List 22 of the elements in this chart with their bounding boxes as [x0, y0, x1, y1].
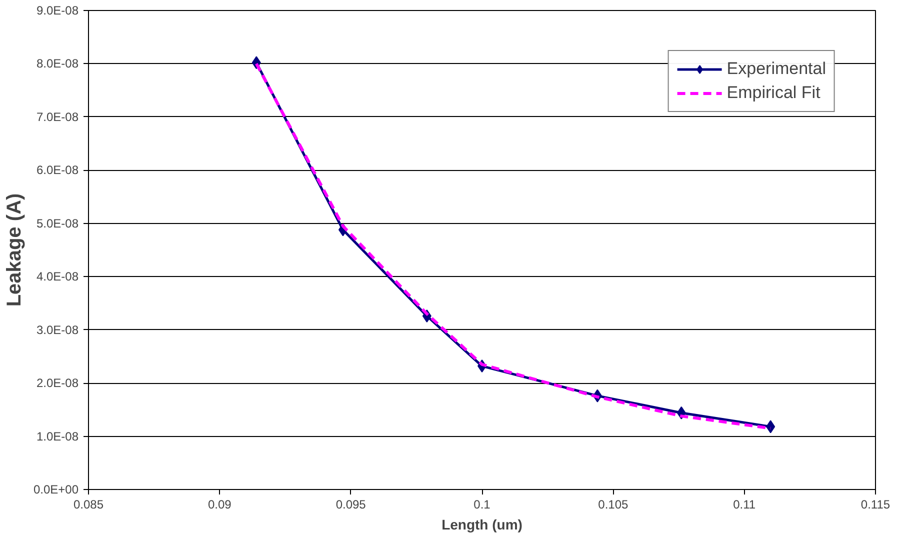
y-tick-label: 0.0E+00 [33, 482, 79, 496]
y-tick-label: 1.0E-08 [36, 429, 79, 444]
legend-label: Empirical Fit [726, 83, 820, 103]
x-tick-label: 0.1 [474, 498, 491, 512]
x-tick-label: 0.105 [598, 498, 629, 512]
y-tick-label: 2.0E-08 [36, 376, 79, 390]
legend-label: Experimental [726, 59, 826, 79]
y-tick-label: 3.0E-08 [36, 322, 79, 337]
x-tick-label: 0.115 [860, 498, 890, 512]
y-tick-label: 8.0E-08 [36, 56, 79, 71]
y-tick-label: 4.0E-08 [36, 270, 79, 284]
y-tick-label: 5.0E-08 [36, 216, 79, 230]
y-axis-title: Leakage (A) [3, 193, 26, 307]
x-tick-label: 0.11 [733, 498, 756, 512]
x-tick-label: 0.095 [336, 498, 366, 512]
y-tick-label: 9.0E-08 [36, 4, 79, 18]
x-tick-label: 0.09 [208, 498, 232, 512]
y-tick-label: 7.0E-08 [36, 110, 79, 124]
x-axis-title: Length (um) [442, 516, 522, 532]
point [766, 420, 776, 434]
x-tick-label: 0.085 [73, 498, 104, 512]
y-tick-label: 6.0E-08 [36, 163, 79, 178]
